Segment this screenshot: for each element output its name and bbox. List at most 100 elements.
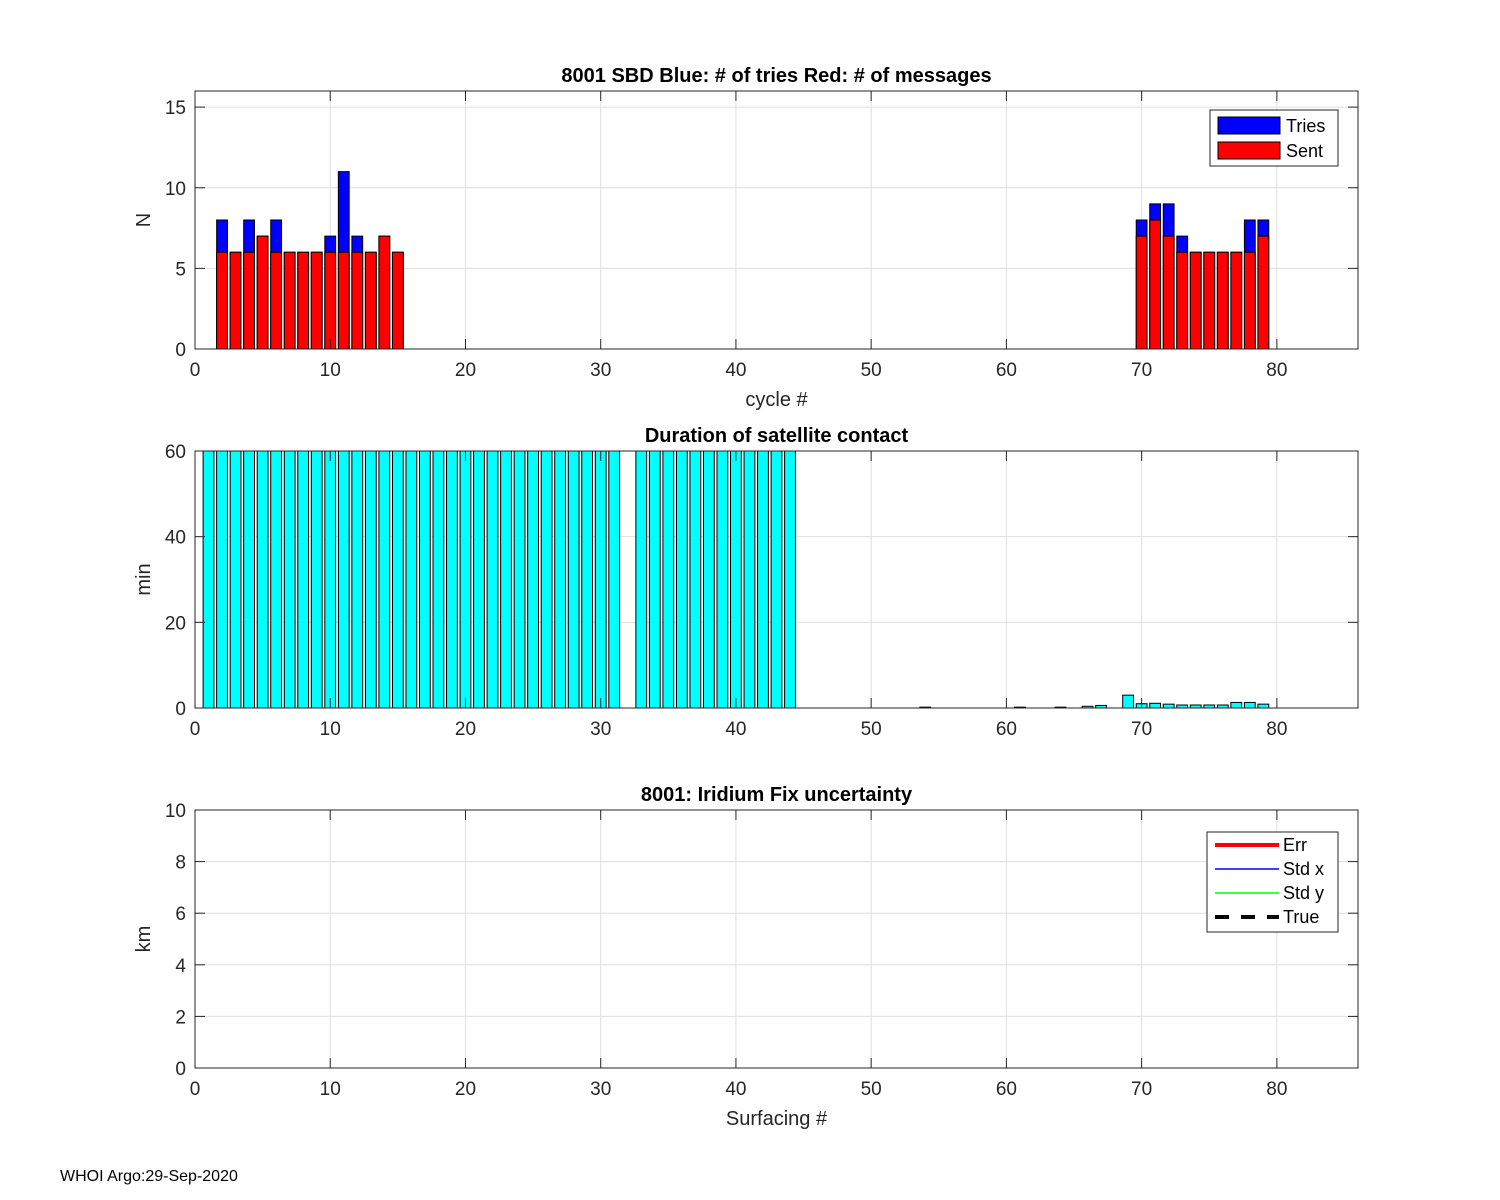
legend-label-std-x: Std x (1283, 859, 1324, 879)
x-tick-label: 80 (1266, 1079, 1287, 1100)
y-tick-label: 5 (175, 259, 186, 280)
bar-sent (283, 251, 296, 350)
bar-sent (364, 251, 377, 350)
bar-duration (757, 450, 769, 709)
bar-duration (391, 450, 404, 709)
x-tick-label: 50 (861, 719, 882, 740)
bar-sent (378, 235, 391, 350)
x-tick-label: 10 (320, 719, 341, 740)
bar-duration (770, 450, 783, 709)
y-axis-label: km (133, 926, 155, 953)
bar-duration (337, 450, 350, 709)
bar-duration (243, 450, 256, 709)
y-tick-label: 0 (175, 1059, 186, 1080)
legend-swatch-tries (1217, 116, 1281, 135)
bar-duration (418, 450, 431, 709)
y-tick-label: 40 (165, 528, 186, 549)
chart-title: 8001 SBD Blue: # of tries Red: # of mess… (561, 65, 991, 87)
bar-sent (1230, 251, 1243, 350)
legend-label-std-y: Std y (1283, 883, 1324, 903)
chart-1: 0 10 20 30 40 50 60 70 80 0 5 10 15 8001 SBD Blue: # … (133, 65, 1359, 411)
bar-duration (283, 450, 296, 709)
y-tick-label: 10 (165, 801, 186, 822)
bar-duration (1230, 701, 1243, 709)
bar-duration (608, 450, 621, 709)
bar-sent (310, 251, 323, 350)
legend-label-true: True (1283, 907, 1319, 927)
y-axis-label: min (133, 563, 155, 595)
bar-duration (1149, 702, 1162, 709)
x-tick-label: 80 (1266, 360, 1287, 381)
bar-duration (229, 450, 242, 709)
plot-area (195, 810, 1358, 1068)
chart-title: 8001: Iridium Fix uncertainty (641, 784, 913, 806)
x-axis-label: Surfacing # (726, 1108, 828, 1130)
bar-duration (432, 450, 445, 709)
bar-duration (324, 450, 337, 709)
x-tick-label: 30 (590, 719, 611, 740)
bar-duration (581, 450, 594, 709)
bar-sent (297, 251, 310, 350)
bar-sent (1257, 235, 1270, 350)
bar-sent (1135, 235, 1148, 350)
bar-duration (784, 450, 796, 709)
bar-duration (1122, 694, 1135, 709)
bar-sent (1189, 251, 1202, 350)
axes-box (194, 809, 1359, 1069)
x-tick-label: 40 (725, 719, 746, 740)
legend-swatch-sent (1217, 141, 1281, 160)
bar-duration (473, 450, 485, 709)
bar-duration (662, 450, 675, 709)
bar-sent (229, 251, 242, 350)
bar-sent (270, 251, 283, 350)
bar-duration (540, 450, 553, 709)
y-tick-label: 8 (175, 853, 186, 874)
bar-duration (310, 450, 323, 709)
bar-duration (486, 450, 499, 709)
bar-sent (324, 251, 337, 350)
chart-title: Duration of satellite contact (645, 425, 909, 447)
y-tick-label: 0 (175, 699, 186, 720)
legend-label-err: Err (1283, 835, 1307, 855)
bar-sent (1162, 235, 1175, 350)
bar-duration (364, 450, 377, 709)
bar-duration (256, 450, 269, 709)
x-tick-label: 60 (996, 719, 1017, 740)
y-tick-label: 20 (165, 613, 186, 634)
bar-duration (527, 450, 539, 709)
y-tick-label: 15 (165, 98, 186, 119)
bar-duration (689, 450, 702, 709)
bar-duration (405, 450, 418, 709)
y-tick-label: 2 (175, 1007, 186, 1028)
axes-box (194, 450, 1359, 709)
bar-duration (513, 450, 526, 709)
x-tick-label: 50 (861, 1079, 882, 1100)
bar-duration (297, 450, 310, 709)
bar-sent (1149, 219, 1162, 350)
bar-sent (391, 251, 404, 350)
bar-duration (1162, 703, 1175, 709)
bar-sent (351, 251, 364, 350)
bar-sent (1203, 251, 1216, 350)
bar-duration (216, 450, 228, 709)
footer-stamp: WHOI Argo:29-Sep-2020 (60, 1168, 238, 1185)
chart-3: 0 10 20 30 40 50 60 70 80 0 2 4 6 8 10 8001: Iridium Fi… (133, 784, 1359, 1130)
x-tick-label: 20 (455, 360, 476, 381)
bar-duration (351, 450, 364, 709)
bar-duration (500, 450, 512, 709)
x-tick-label: 70 (1131, 719, 1152, 740)
x-tick-label: 20 (455, 719, 476, 740)
x-tick-label: 0 (190, 1079, 201, 1100)
y-tick-label: 4 (175, 956, 186, 977)
bar-duration (730, 450, 742, 709)
bar-sent (243, 251, 256, 350)
x-tick-label: 10 (320, 360, 341, 381)
bar-sent (1216, 251, 1229, 350)
x-tick-label: 30 (590, 1079, 611, 1100)
bar-sent (1176, 251, 1189, 350)
bar-duration (635, 450, 648, 709)
y-tick-label: 6 (175, 904, 186, 925)
bar-duration (554, 450, 567, 709)
x-tick-label: 60 (996, 360, 1017, 381)
